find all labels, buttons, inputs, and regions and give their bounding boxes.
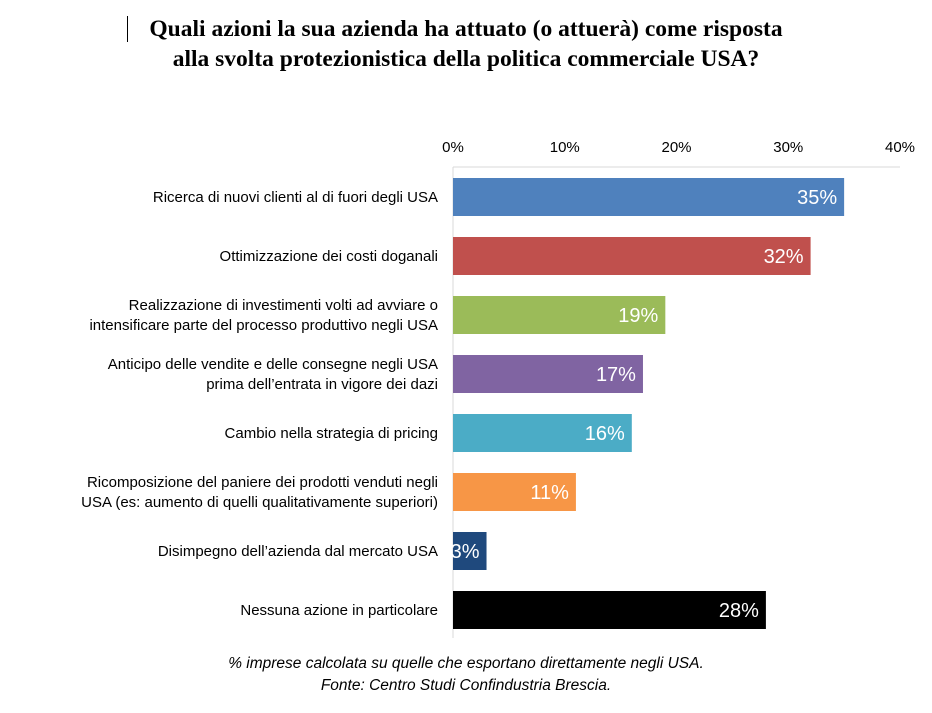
bar-value-label: 19% <box>618 305 658 327</box>
x-tick-label: 30% <box>773 139 803 156</box>
x-tick-label: 10% <box>550 139 580 156</box>
category-label: Anticipo delle vendite e delle consegne … <box>108 356 438 373</box>
category-label: Ottimizzazione dei costi doganali <box>220 248 438 265</box>
category-label: Disimpegno dell’azienda dal mercato USA <box>158 543 438 560</box>
bar <box>453 591 766 629</box>
bar <box>453 532 487 570</box>
bar <box>453 237 811 275</box>
category-label: USA (es: aumento di quelli qualitativame… <box>81 494 438 511</box>
x-tick-label: 40% <box>885 139 915 156</box>
bar-value-label: 35% <box>797 187 837 209</box>
footnote-source: Fonte: Centro Studi Confindustria Bresci… <box>320 677 612 694</box>
chart-title-line-1: Quali azioni la sua azienda ha attuato (… <box>149 16 783 42</box>
x-tick-label: 0% <box>442 139 464 156</box>
category-label: Ricerca di nuovi clienti al di fuori deg… <box>153 189 438 206</box>
category-label: intensificare parte del processo produtt… <box>89 317 438 334</box>
category-label: Realizzazione di investimenti volti ad a… <box>129 297 438 314</box>
x-tick-label: 20% <box>661 139 691 156</box>
chart-title: Quali azioni la sua azienda ha attuato (… <box>0 14 932 74</box>
bar <box>453 414 632 452</box>
bar-value-label: 32% <box>764 246 804 268</box>
bar <box>453 473 576 511</box>
footnote-method: % imprese calcolata su quelle che esport… <box>228 655 704 672</box>
category-label: Ricomposizione del paniere dei prodotti … <box>87 474 438 491</box>
bar-value-label: 3% <box>451 541 480 563</box>
category-label: prima dell’entrata in vigore dei dazi <box>206 376 438 393</box>
bar <box>453 296 666 334</box>
text-cursor <box>127 16 128 42</box>
bar-value-label: 11% <box>530 482 569 504</box>
bar-value-label: 17% <box>596 364 636 386</box>
category-label: Nessuna azione in particolare <box>240 602 438 619</box>
category-label: Cambio nella strategia di pricing <box>225 425 438 442</box>
chart-title-line-2: alla svolta protezionistica della politi… <box>172 46 760 72</box>
bar <box>453 178 845 216</box>
bar <box>453 355 643 393</box>
bar-value-label: 16% <box>585 423 625 445</box>
bar-value-label: 28% <box>719 600 759 622</box>
